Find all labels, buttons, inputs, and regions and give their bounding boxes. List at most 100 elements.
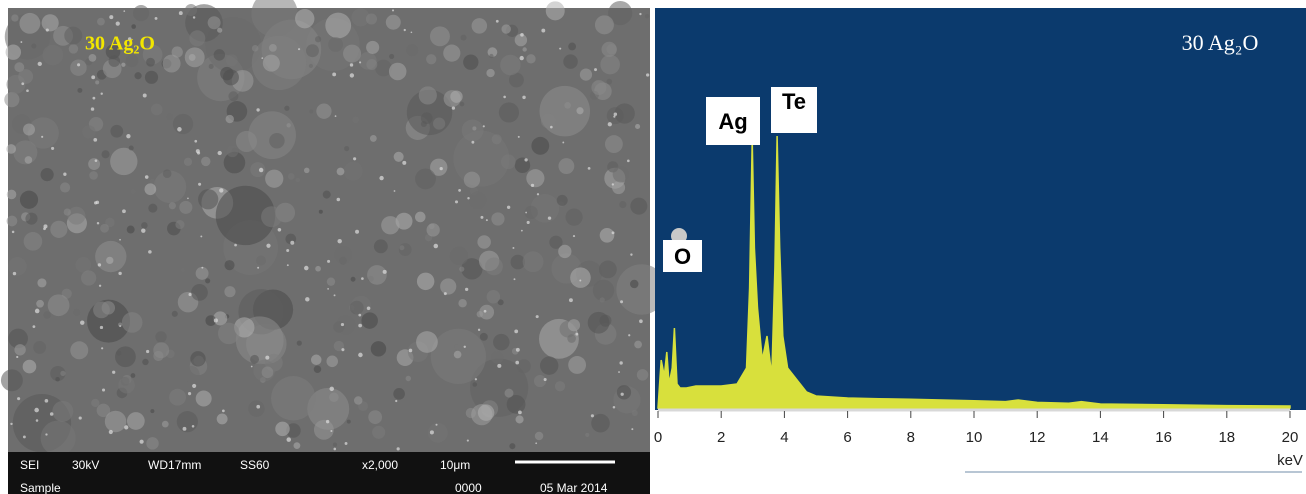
speck [266, 244, 270, 248]
speck [219, 188, 223, 192]
grain [568, 43, 576, 51]
grain [632, 410, 638, 416]
grain [367, 265, 387, 285]
grain [110, 148, 137, 175]
grain [151, 104, 163, 116]
grain [142, 359, 148, 365]
grain [185, 47, 205, 67]
speck [575, 333, 578, 336]
speck [35, 309, 40, 314]
grain [217, 413, 228, 424]
x-tick-label: 10 [966, 429, 983, 446]
grain [153, 351, 163, 361]
x-tick-label: 12 [1029, 429, 1046, 446]
grain [181, 268, 185, 272]
grain [546, 1, 565, 20]
speck [383, 270, 387, 274]
speck [13, 272, 16, 275]
sem-info: 10μm [440, 458, 470, 472]
grain [64, 208, 71, 215]
grain [343, 45, 361, 63]
grain [102, 150, 110, 158]
grain [454, 351, 462, 359]
grain [492, 134, 502, 144]
speck [548, 216, 551, 219]
speck [200, 235, 202, 237]
speck [177, 127, 182, 132]
speck [259, 168, 263, 172]
grain [184, 158, 192, 166]
grain [129, 145, 134, 150]
grain [166, 113, 173, 120]
grain [7, 216, 18, 227]
speck [63, 173, 66, 176]
speck [550, 126, 553, 129]
grain [23, 360, 37, 374]
grain [36, 300, 44, 308]
speck [99, 285, 101, 287]
grain [64, 234, 72, 242]
grain [191, 284, 208, 301]
speck [435, 424, 437, 426]
grain [499, 102, 519, 122]
grain [370, 135, 377, 142]
grain [555, 381, 565, 391]
grain [565, 209, 582, 226]
grain [443, 45, 460, 62]
grain [24, 232, 43, 251]
x-tick-label: 0 [654, 429, 662, 446]
x-tick-label: 8 [907, 429, 915, 446]
grain [163, 169, 172, 178]
grain [351, 277, 356, 282]
grain [118, 377, 135, 394]
speck [516, 348, 520, 352]
grain [374, 239, 388, 253]
grain [469, 191, 487, 209]
speck [411, 31, 413, 33]
grain [585, 433, 589, 437]
speck [358, 314, 361, 317]
grain [634, 341, 642, 349]
grain [352, 117, 359, 124]
grain [464, 172, 480, 188]
grain [73, 309, 80, 316]
speck [188, 392, 191, 395]
speck [143, 94, 147, 98]
grain [91, 399, 99, 407]
grain [319, 210, 323, 214]
grain [190, 351, 205, 366]
speck [265, 356, 269, 360]
speck [524, 158, 527, 161]
grain [224, 286, 235, 297]
speck [234, 244, 237, 247]
grain [344, 146, 349, 151]
grain [110, 125, 123, 138]
speck [379, 176, 383, 180]
speck [525, 212, 527, 214]
grain [563, 54, 578, 69]
speck [620, 300, 623, 303]
speck [455, 200, 458, 203]
grain [329, 393, 339, 403]
speck [507, 206, 510, 209]
speck [465, 288, 468, 291]
grain [236, 131, 257, 152]
grain [595, 15, 614, 34]
grain [41, 168, 54, 181]
grain [288, 173, 295, 180]
grain [214, 49, 225, 60]
grain [23, 124, 35, 136]
grain [570, 267, 591, 288]
grain [535, 432, 543, 440]
grain [314, 420, 334, 440]
grain [458, 299, 466, 307]
grain [269, 133, 284, 148]
speck [126, 134, 130, 138]
speck [10, 423, 12, 425]
grain [116, 351, 121, 356]
grain [145, 183, 157, 195]
speck [361, 277, 364, 280]
speck [155, 17, 158, 20]
grain [347, 420, 351, 424]
grain [175, 220, 184, 229]
